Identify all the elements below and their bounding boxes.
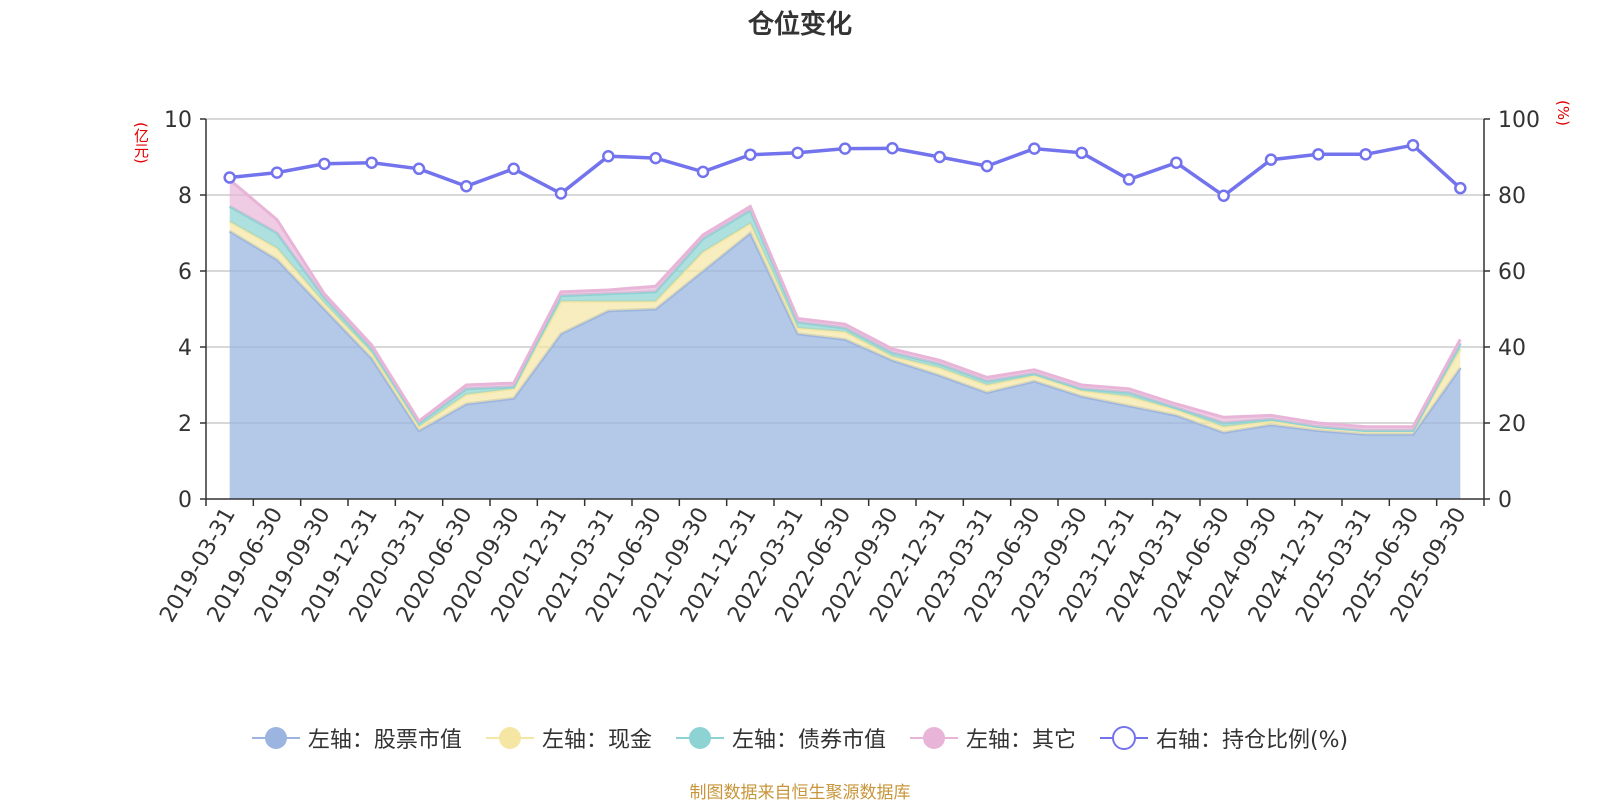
ratio-point-26 [1454, 181, 1467, 195]
legend-item-ratio[interactable]: 右轴：持仓比例(%) [1099, 722, 1349, 754]
ratio-point-3 [365, 156, 378, 169]
ratio-point-9 [649, 151, 662, 165]
left-tick-label-3: 6 [178, 260, 192, 285]
ratio-point-4 [412, 162, 426, 176]
ratio-point-2 [318, 157, 331, 171]
legend-label-ratio: 右轴：持仓比例(%) [1155, 728, 1349, 753]
legend-bond-icon [675, 727, 724, 749]
right-tick-label-1: 20 [1498, 412, 1526, 437]
legend-item-cash[interactable]: 左轴：现金 [485, 722, 652, 754]
ratio-point-20 [1170, 156, 1183, 169]
ratio-point-24 [1359, 148, 1372, 161]
ratio-point-16 [980, 159, 994, 173]
left-tick-label-5: 10 [164, 108, 192, 133]
chart-title: 仓位变化 [747, 10, 852, 40]
ratio-point-10 [696, 165, 710, 179]
ratio-point-19 [1122, 173, 1136, 186]
ratio-point-25 [1406, 138, 1420, 152]
ratio-point-18 [1075, 146, 1088, 160]
right-tick-label-5: 100 [1498, 108, 1540, 133]
legend-stock-icon [251, 727, 300, 749]
right-tick-label-0: 0 [1498, 488, 1512, 513]
right-tick-label-4: 80 [1498, 184, 1526, 209]
ratio-point-23 [1312, 148, 1325, 161]
ratio-point-8 [602, 149, 615, 163]
area-0 [229, 231, 1461, 499]
legend-label-stock: 左轴：股票市值 [307, 728, 462, 753]
ratio-point-13 [838, 142, 852, 155]
ratio-point-7 [554, 187, 568, 200]
legend-item-other[interactable]: 左轴：其它 [909, 722, 1076, 754]
left-axis-unit: (亿元) [132, 122, 150, 164]
ratio-point-5 [460, 180, 473, 193]
legend-label-other: 左轴：其它 [965, 728, 1076, 753]
ratio-point-21 [1217, 189, 1230, 203]
ratio-point-6 [507, 162, 520, 176]
right-tick-label-3: 60 [1498, 260, 1526, 285]
left-tick-label-4: 8 [178, 184, 192, 209]
ratio-point-1 [270, 166, 284, 179]
left-tick-label-0: 0 [178, 488, 192, 513]
legend-label-bond: 左轴：债券市值 [731, 728, 886, 753]
legend-other-icon [909, 727, 958, 749]
legend-item-stock[interactable]: 左轴：股票市值 [251, 722, 462, 754]
area-line-3 [228, 178, 1462, 429]
ratio-point-0 [223, 171, 236, 184]
ratio-point-11 [744, 148, 757, 161]
legend-ratio-icon [1099, 726, 1148, 750]
ratio-point-15 [933, 150, 946, 164]
right-axis-unit: (%) [1554, 100, 1572, 126]
legend-item-bond[interactable]: 左轴：债券市值 [675, 722, 886, 754]
legend-label-cash: 左轴：现金 [541, 728, 652, 753]
chart-legend: 左轴：股票市值 左轴：现金 左轴：债券市值 左轴：其它 右轴：持仓比例(%) [0, 722, 1600, 754]
ratio-point-12 [791, 146, 804, 160]
left-tick-label-1: 2 [178, 412, 192, 437]
data-source-note: 制图数据来自恒生聚源数据库 [689, 783, 911, 803]
right-tick-label-2: 40 [1498, 336, 1526, 361]
ratio-point-14 [886, 142, 899, 155]
ratio-point-17 [1028, 142, 1041, 155]
ratio-point-22 [1264, 153, 1278, 166]
left-tick-label-2: 4 [178, 336, 192, 361]
legend-cash-icon [485, 727, 534, 749]
